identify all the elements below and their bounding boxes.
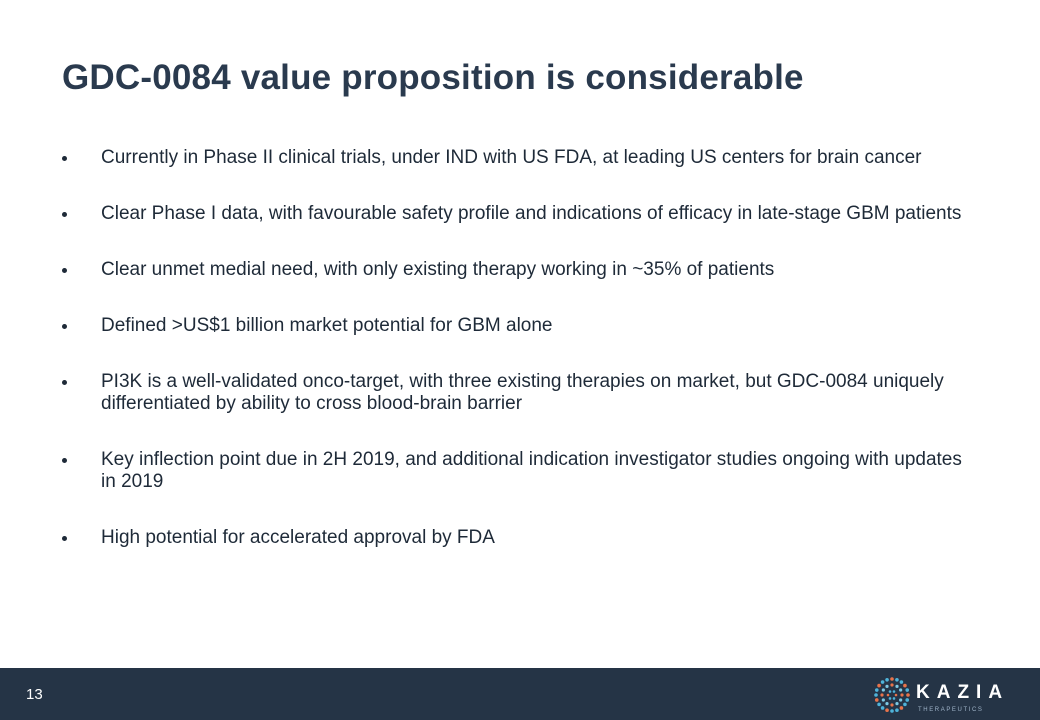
bullet-marker	[62, 324, 67, 329]
bullet-text: Currently in Phase II clinical trials, u…	[101, 147, 922, 168]
bullet-item: Key inflection point due in 2H 2019, and…	[62, 449, 972, 493]
logo-dot	[874, 693, 878, 697]
bullet-item: PI3K is a well-validated onco-target, wi…	[62, 371, 972, 415]
logo-dot	[885, 684, 889, 688]
logo-dot	[877, 683, 881, 688]
logo-dot	[885, 708, 889, 713]
bullet-text: Clear unmet medial need, with only exist…	[101, 259, 775, 280]
logo-dot	[885, 677, 889, 682]
logo-dot	[905, 698, 910, 702]
bullet-text: PI3K is a well-validated onco-target, wi…	[101, 371, 944, 414]
logo-dot	[885, 702, 889, 706]
logo-dot	[881, 688, 885, 692]
logo-dot	[899, 680, 904, 684]
bullet-text: High potential for accelerated approval …	[101, 527, 495, 548]
logo-dot	[877, 702, 881, 707]
bullet-item: High potential for accelerated approval …	[62, 527, 972, 549]
bullet-list: Currently in Phase II clinical trials, u…	[62, 147, 972, 583]
logo-dot	[890, 703, 894, 707]
logo-dot	[899, 706, 904, 710]
logo-dot	[874, 698, 879, 702]
logo-dot	[895, 702, 899, 706]
logo-dot	[894, 693, 898, 697]
bullet-marker	[62, 458, 67, 463]
logo-dot	[895, 708, 899, 713]
bullet-marker	[62, 212, 67, 217]
logo-dot	[900, 693, 904, 697]
bullet-item: Defined >US$1 billion market potential f…	[62, 315, 972, 337]
logo-dot	[881, 698, 885, 702]
logo-dot	[905, 688, 910, 692]
bullet-marker	[62, 380, 67, 385]
logo-mark	[874, 677, 910, 713]
logo: KAZIA THERAPEUTICS	[874, 677, 1009, 713]
logo-dot	[886, 693, 890, 697]
footer: 13 KAZIA THERAPEUTICS	[0, 668, 1040, 720]
logo-dot	[892, 690, 896, 693]
logo-dot	[888, 697, 892, 700]
bullet-text: Clear Phase I data, with favourable safe…	[101, 203, 962, 224]
logo-dot	[874, 688, 879, 692]
logo-dot	[880, 706, 885, 710]
logo-dot	[892, 697, 896, 700]
logo-dot	[899, 698, 903, 702]
bullet-marker	[62, 156, 67, 161]
logo-dot	[880, 680, 885, 684]
logo-dot	[903, 683, 907, 688]
logo-dot	[890, 677, 894, 681]
logo-dot	[890, 709, 894, 713]
logo-dot	[899, 688, 903, 692]
bullet-item: Clear unmet medial need, with only exist…	[62, 259, 972, 281]
logo-dot	[895, 677, 899, 682]
logo-dot	[903, 702, 907, 707]
slide-title: GDC-0084 value proposition is considerab…	[62, 58, 804, 97]
logo-name: KAZIA	[916, 682, 1009, 703]
bullet-item: Clear Phase I data, with favourable safe…	[62, 203, 972, 225]
logo-dot	[906, 693, 910, 697]
bullet-item: Currently in Phase II clinical trials, u…	[62, 147, 972, 169]
bullet-text: Defined >US$1 billion market potential f…	[101, 315, 553, 336]
page-number: 13	[26, 686, 43, 703]
bullet-marker	[62, 536, 67, 541]
logo-dot	[888, 690, 892, 693]
bullet-text: Key inflection point due in 2H 2019, and…	[101, 449, 962, 492]
logo-dot	[880, 693, 884, 697]
logo-tagline: THERAPEUTICS	[918, 707, 984, 713]
logo-dot	[895, 684, 899, 688]
bullet-marker	[62, 268, 67, 273]
logo-dot	[890, 683, 894, 687]
